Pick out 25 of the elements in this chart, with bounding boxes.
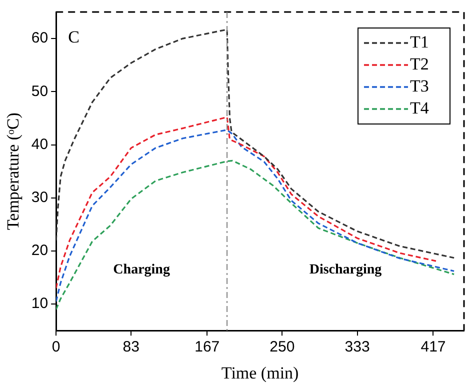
line-series [56, 160, 455, 310]
y-tick-label: 40 [31, 136, 48, 153]
x-tick-label: 333 [344, 338, 370, 356]
annotation: Charging [113, 262, 170, 278]
y-tick-label: 10 [31, 295, 48, 312]
y-tick-label: 60 [31, 30, 48, 47]
annotation: Discharging [309, 262, 382, 278]
y-tick-label: 20 [31, 242, 48, 260]
y-tick-label: 50 [31, 82, 48, 100]
x-tick-label: 167 [194, 338, 220, 356]
annotation: C [68, 27, 80, 46]
x-axis-title: Time (min) [221, 363, 299, 382]
y-tick-label: 30 [31, 188, 48, 206]
x-tick-label: 417 [420, 338, 446, 356]
line-series [56, 116, 437, 289]
legend-label: T1 [410, 32, 429, 52]
line-series [56, 28, 455, 259]
y-axis-title: Temperature (ᵒC) [4, 112, 23, 230]
x-tick-label: 83 [122, 338, 140, 356]
legend-label: T3 [410, 76, 429, 96]
legend-label: T4 [410, 98, 430, 118]
legend-label: T2 [410, 54, 429, 74]
line-series [56, 129, 455, 302]
x-tick-label: 0 [52, 338, 60, 356]
x-tick-label: 250 [270, 338, 295, 356]
